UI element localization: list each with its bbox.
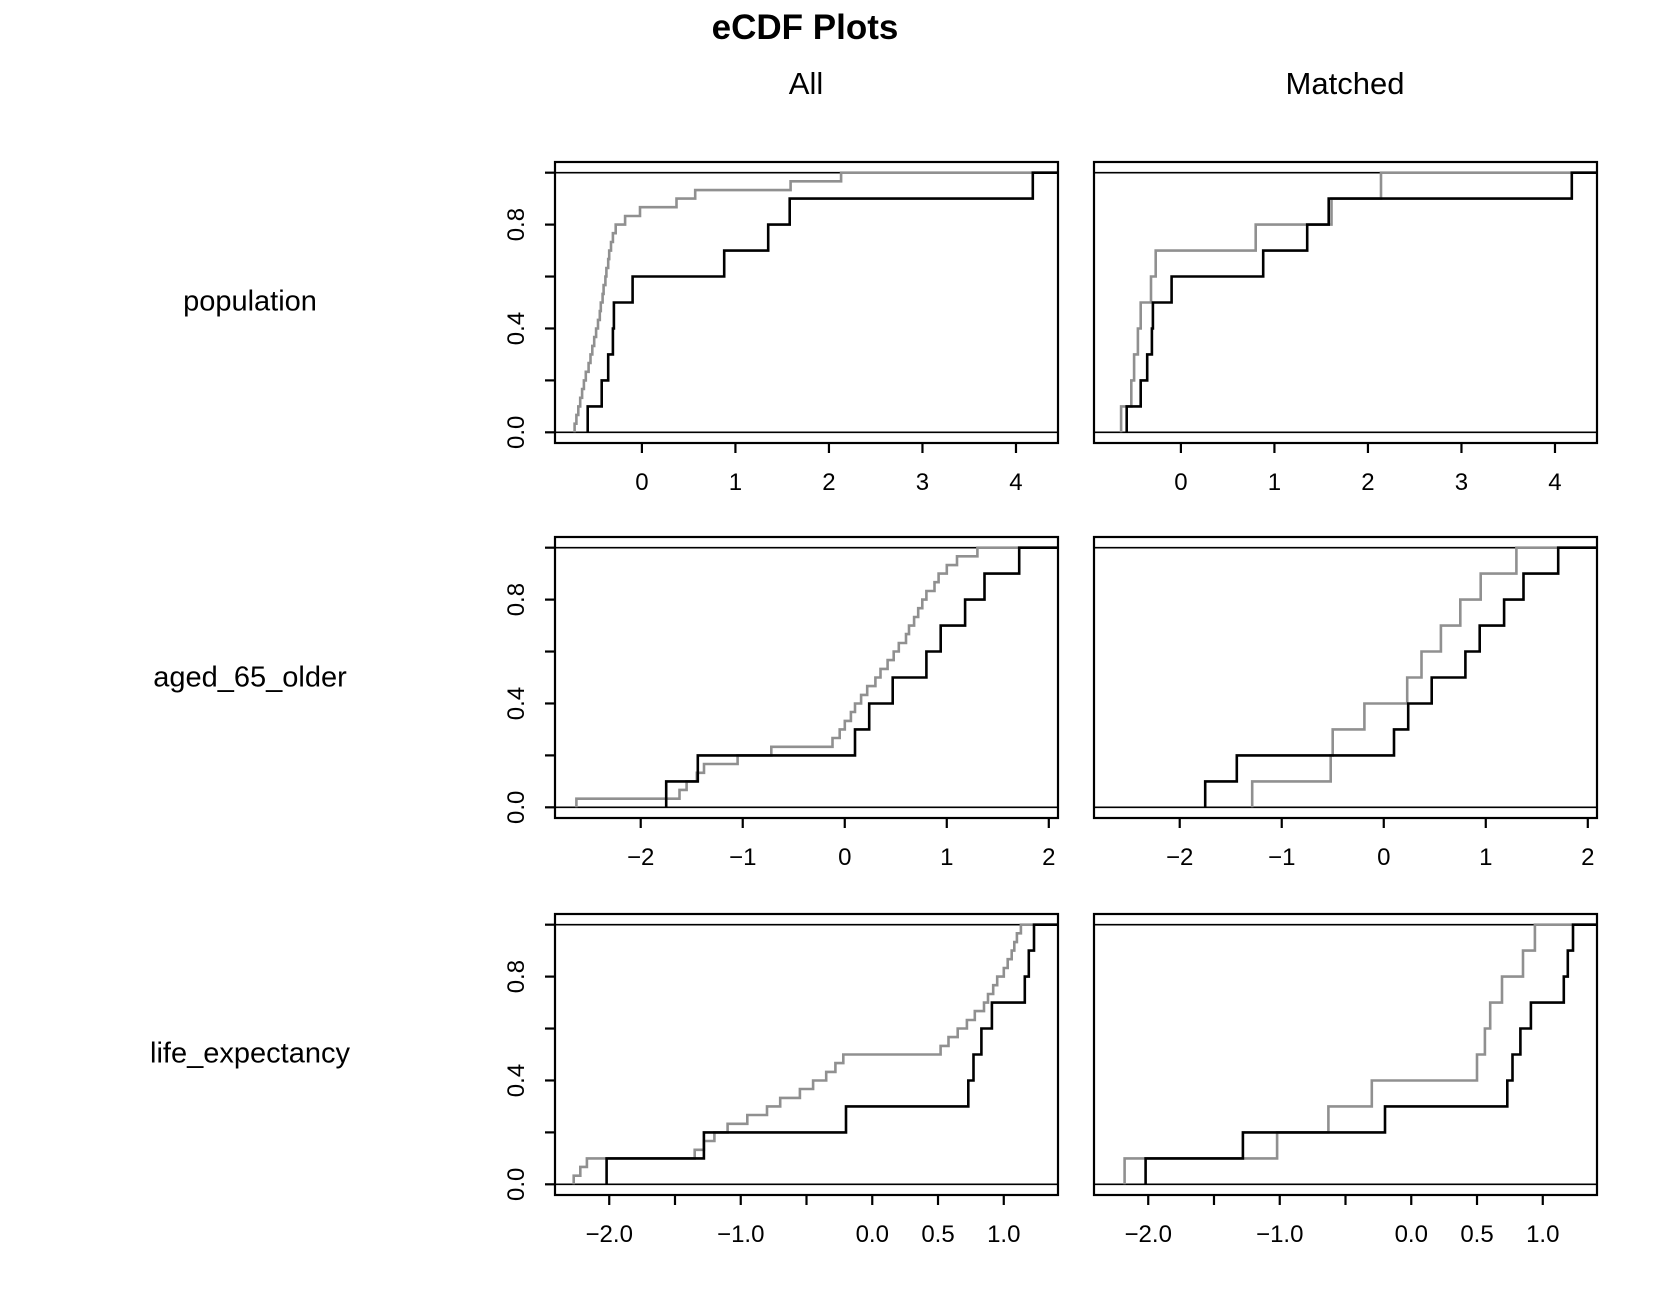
svg-text:0: 0 [1377,844,1390,871]
svg-text:0.4: 0.4 [503,687,530,720]
svg-text:0.0: 0.0 [503,1168,530,1201]
svg-text:4: 4 [1548,469,1561,496]
row-label-life-expectancy: life_expectancy [150,1037,350,1070]
svg-text:0: 0 [635,469,648,496]
svg-text:0.0: 0.0 [503,416,530,449]
svg-text:1: 1 [1268,469,1281,496]
row-label-aged-65-older: aged_65_older [153,661,347,694]
svg-text:1: 1 [729,469,742,496]
svg-text:2: 2 [1042,844,1055,871]
svg-text:1: 1 [1479,844,1492,871]
svg-text:−2: −2 [627,844,654,871]
svg-text:0.0: 0.0 [856,1221,889,1248]
svg-text:−1: −1 [1268,844,1295,871]
svg-text:−2.0: −2.0 [586,1221,633,1248]
svg-text:0.5: 0.5 [921,1221,954,1248]
svg-text:0: 0 [838,844,851,871]
svg-text:3: 3 [916,469,929,496]
svg-text:0.0: 0.0 [503,791,530,824]
ecdf-panel-population-all: 0 1 2 3 4 0.0 0.4 0.8 [503,160,1060,496]
svg-text:0.4: 0.4 [503,312,530,345]
column-header-matched: Matched [1285,66,1405,101]
ecdf-panel-aged-65-older-all: −2 −1 0 1 2 0.0 0.4 0.8 [503,535,1060,871]
ecdf-panel-population-matched: 0 1 2 3 4 [1092,160,1599,496]
svg-text:−2.0: −2.0 [1125,1221,1172,1248]
svg-text:−1.0: −1.0 [1256,1221,1303,1248]
svg-text:−1.0: −1.0 [717,1221,764,1248]
svg-text:0.0: 0.0 [1395,1221,1428,1248]
svg-text:1.0: 1.0 [1526,1221,1559,1248]
svg-text:1.0: 1.0 [987,1221,1020,1248]
svg-text:0.5: 0.5 [1460,1221,1493,1248]
row-label-population: population [183,285,317,318]
svg-text:2: 2 [822,469,835,496]
svg-text:0.8: 0.8 [503,583,530,616]
ecdf-panel-life-expectancy-all: −2.0 −1.0 0.0 0.5 1.0 0.0 0.4 0.8 [503,912,1060,1248]
svg-text:2: 2 [1361,469,1374,496]
svg-text:1: 1 [940,844,953,871]
svg-text:0.4: 0.4 [503,1064,530,1097]
svg-text:3: 3 [1455,469,1468,496]
ecdf-panel-aged-65-older-matched: −2 −1 0 1 2 [1092,535,1599,871]
svg-text:−1: −1 [729,844,756,871]
svg-text:−2: −2 [1166,844,1193,871]
svg-text:0.8: 0.8 [503,208,530,241]
svg-text:2: 2 [1581,844,1594,871]
svg-text:0: 0 [1174,469,1187,496]
svg-text:4: 4 [1009,469,1022,496]
figure-title: eCDF Plots [711,8,899,47]
column-header-all: All [788,66,824,101]
svg-text:0.8: 0.8 [503,960,530,993]
ecdf-panel-life-expectancy-matched: −2.0 −1.0 0.0 0.5 1.0 [1092,912,1599,1248]
